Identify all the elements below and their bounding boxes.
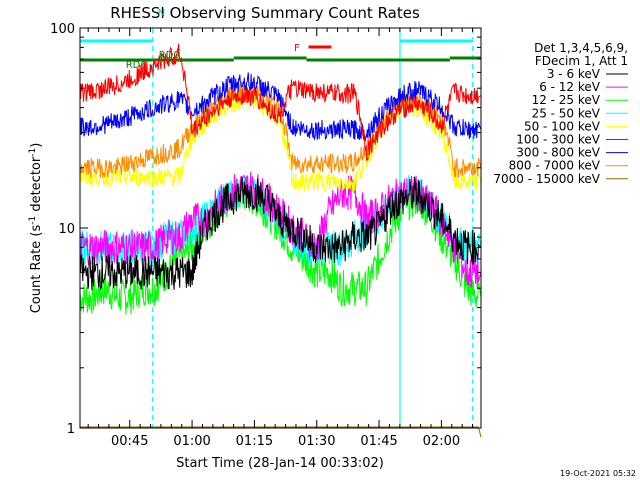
x-axis: 00:45 01:00 01:15 01:30 01:45 02:00 (87, 28, 474, 449)
legend-label: 12 - 25 keV (532, 93, 601, 107)
x-tick-label: 01:30 (298, 434, 335, 449)
x-tick-label: 01:00 (173, 434, 210, 449)
series-lines (79, 43, 482, 438)
series-line (80, 426, 482, 438)
legend-header: FDecim 1, Att 1 (535, 54, 628, 68)
legend-label: 6 - 12 keV (539, 80, 601, 94)
x-tick-label: 01:15 (236, 434, 273, 449)
legend-label: 100 - 300 keV (516, 133, 600, 147)
legend-header: Det 1,3,4,5,6,9, (534, 41, 628, 55)
legend: Det 1,3,4,5,6,9,FDecim 1, Att 13 - 6 keV… (493, 41, 628, 186)
x-axis-label: Start Time (28-Jan-14 00:33:02) (176, 456, 384, 471)
y-axis-label: Count Rate (s-1 detector-1) (28, 143, 44, 314)
rd6-label: RD6 (126, 60, 147, 71)
legend-label: 50 - 100 keV (524, 119, 601, 133)
y-axis-label-end-sup: -1 (28, 148, 38, 157)
y-tick-label: 100 (50, 22, 75, 37)
legend-label: 800 - 7000 keV (509, 159, 601, 173)
legend-label: 3 - 6 keV (547, 67, 601, 81)
series-line (79, 43, 482, 162)
y-axis-label-end: detector (29, 156, 44, 216)
night-label: N (158, 8, 165, 19)
y-axis-label-close: ) (29, 143, 44, 148)
x-tick-label: 00:45 (111, 434, 148, 449)
legend-label: 300 - 800 keV (516, 146, 600, 160)
y-tick-label: 10 (58, 222, 75, 237)
y-axis-label-sup: -1 (28, 216, 38, 225)
y-axis-label-main: Count Rate (s (29, 225, 44, 314)
chart-title: RHESSI Observing Summary Count Rates (110, 4, 420, 22)
legend-label: 7000 - 15000 keV (493, 172, 600, 186)
series-line (79, 72, 482, 142)
timestamp: 19-Oct-2021 05:32 (560, 469, 636, 478)
x-tick-label: 01:45 (360, 434, 397, 449)
x-tick-label: 02:00 (423, 434, 460, 449)
series-line (79, 90, 482, 193)
y-axis: 1 10 100 (50, 22, 481, 437)
y-tick-label: 1 (67, 422, 75, 437)
legend-label: 25 - 50 keV (532, 106, 601, 120)
series-line (79, 176, 482, 291)
flare-label: F (294, 43, 300, 54)
